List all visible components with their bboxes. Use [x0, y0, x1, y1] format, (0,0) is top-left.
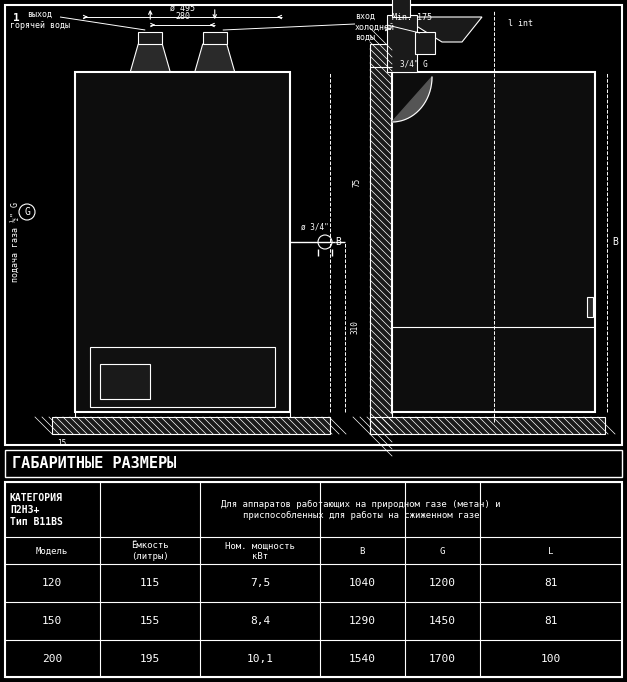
Text: 280: 280: [175, 12, 190, 21]
Text: Ёмкость
(литры): Ёмкость (литры): [131, 542, 169, 561]
Bar: [5, 450, 622, 477]
Text: ø 495: ø 495: [170, 4, 195, 13]
Bar: [138, 32, 162, 44]
Bar: [387, 15, 417, 72]
Text: 310: 310: [350, 320, 359, 334]
Text: 200: 200: [42, 654, 62, 664]
Bar: [5, 5, 622, 445]
Polygon shape: [402, 17, 482, 42]
Text: L: L: [549, 546, 554, 556]
Bar: [587, 297, 593, 317]
Text: 150: 150: [42, 616, 62, 626]
Text: 115: 115: [140, 578, 160, 588]
Text: B: B: [612, 237, 618, 247]
Bar: [75, 72, 290, 412]
Text: 1040: 1040: [349, 578, 376, 588]
Polygon shape: [195, 44, 234, 72]
Text: 81: 81: [544, 616, 558, 626]
Text: 1: 1: [13, 13, 19, 23]
Text: 81: 81: [544, 578, 558, 588]
Text: 1450: 1450: [428, 616, 455, 626]
Text: Модель: Модель: [36, 546, 68, 556]
Bar: [100, 364, 150, 399]
Text: ГАБАРИТНЫЕ РАЗМЕРЫ: ГАБАРИТНЫЕ РАЗМЕРЫ: [12, 456, 176, 471]
Text: Для аппаратов работающих на природном газе (метан) и
приспособленных для работы : Для аппаратов работающих на природном га…: [221, 500, 501, 520]
Text: 120: 120: [42, 578, 62, 588]
Text: 8,4: 8,4: [250, 616, 270, 626]
Text: B: B: [359, 546, 365, 556]
Text: подача газа ½" G: подача газа ½" G: [11, 202, 19, 282]
Text: Min. 175: Min. 175: [392, 13, 432, 22]
Text: B: B: [335, 237, 341, 247]
Text: 3/4" G: 3/4" G: [400, 59, 428, 68]
Text: 1290: 1290: [349, 616, 376, 626]
Bar: [90, 347, 275, 407]
Text: вход
холодной
воды: вход холодной воды: [355, 12, 395, 42]
Text: 15: 15: [57, 439, 66, 448]
Bar: [392, 72, 595, 412]
Text: G: G: [440, 546, 445, 556]
Bar: [370, 44, 392, 434]
Bar: [52, 417, 330, 434]
Text: 155: 155: [140, 616, 160, 626]
Bar: [370, 417, 605, 434]
Text: 1700: 1700: [428, 654, 455, 664]
Text: Ном. мощность
кВт: Ном. мощность кВт: [225, 542, 295, 561]
Bar: [5, 482, 622, 677]
Text: l int: l int: [508, 20, 534, 29]
Text: 75: 75: [353, 177, 362, 187]
Text: КАТЕГОРИЯ
П2Н3+
Тип В11BS: КАТЕГОРИЯ П2Н3+ Тип В11BS: [10, 493, 63, 527]
Bar: [392, 0, 410, 17]
Text: G: G: [24, 207, 30, 217]
Text: 100: 100: [541, 654, 561, 664]
Text: 195: 195: [140, 654, 160, 664]
Polygon shape: [392, 77, 432, 122]
Bar: [203, 32, 227, 44]
Text: 10,1: 10,1: [246, 654, 273, 664]
Text: 1200: 1200: [428, 578, 455, 588]
Text: ø 3/4": ø 3/4": [301, 223, 329, 232]
Text: выход
горячей воды: выход горячей воды: [10, 10, 70, 30]
Text: 7,5: 7,5: [250, 578, 270, 588]
Bar: [415, 32, 435, 54]
Text: 1540: 1540: [349, 654, 376, 664]
Polygon shape: [130, 44, 171, 72]
